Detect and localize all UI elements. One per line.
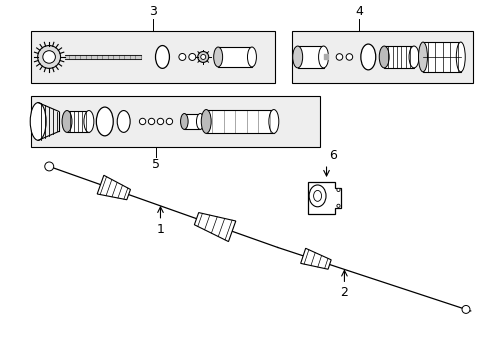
Ellipse shape xyxy=(308,185,325,207)
Circle shape xyxy=(43,51,55,63)
Bar xyxy=(206,109,273,133)
Ellipse shape xyxy=(408,46,418,68)
Ellipse shape xyxy=(30,103,46,140)
Ellipse shape xyxy=(379,46,388,68)
Polygon shape xyxy=(307,182,341,214)
Circle shape xyxy=(197,51,208,62)
Polygon shape xyxy=(194,213,235,242)
Bar xyxy=(422,42,460,72)
Text: 6: 6 xyxy=(329,149,337,162)
Text: 3: 3 xyxy=(148,5,156,18)
Circle shape xyxy=(336,204,339,207)
Text: 1: 1 xyxy=(156,223,164,236)
Bar xyxy=(218,47,251,67)
Circle shape xyxy=(336,188,339,192)
Ellipse shape xyxy=(313,190,321,201)
Ellipse shape xyxy=(455,42,464,72)
Bar xyxy=(297,46,323,68)
Text: 5: 5 xyxy=(151,158,159,171)
Circle shape xyxy=(148,118,154,125)
Text: 4: 4 xyxy=(355,5,363,18)
Circle shape xyxy=(335,54,342,60)
Ellipse shape xyxy=(84,111,94,132)
Circle shape xyxy=(139,118,145,125)
Circle shape xyxy=(188,54,195,60)
Circle shape xyxy=(201,54,205,59)
Circle shape xyxy=(166,118,172,125)
Ellipse shape xyxy=(180,113,188,129)
Ellipse shape xyxy=(292,46,302,68)
Ellipse shape xyxy=(196,113,203,129)
Circle shape xyxy=(157,118,163,125)
Bar xyxy=(31,31,274,83)
Text: 2: 2 xyxy=(340,286,347,299)
Circle shape xyxy=(45,162,54,171)
Ellipse shape xyxy=(96,107,113,136)
Circle shape xyxy=(461,305,469,314)
Polygon shape xyxy=(97,175,130,200)
Ellipse shape xyxy=(155,46,169,68)
Ellipse shape xyxy=(318,46,328,68)
Bar xyxy=(184,113,200,129)
Circle shape xyxy=(38,46,61,68)
Bar xyxy=(384,46,413,68)
Ellipse shape xyxy=(247,47,256,67)
Polygon shape xyxy=(300,248,330,269)
Ellipse shape xyxy=(117,111,130,132)
Ellipse shape xyxy=(62,111,72,132)
Ellipse shape xyxy=(360,44,375,70)
Ellipse shape xyxy=(213,47,222,67)
Circle shape xyxy=(179,54,185,60)
Bar xyxy=(31,96,319,147)
Bar xyxy=(291,31,472,83)
Bar xyxy=(67,111,89,132)
Ellipse shape xyxy=(268,109,278,133)
Circle shape xyxy=(346,54,352,60)
Ellipse shape xyxy=(201,109,211,133)
Ellipse shape xyxy=(418,42,427,72)
